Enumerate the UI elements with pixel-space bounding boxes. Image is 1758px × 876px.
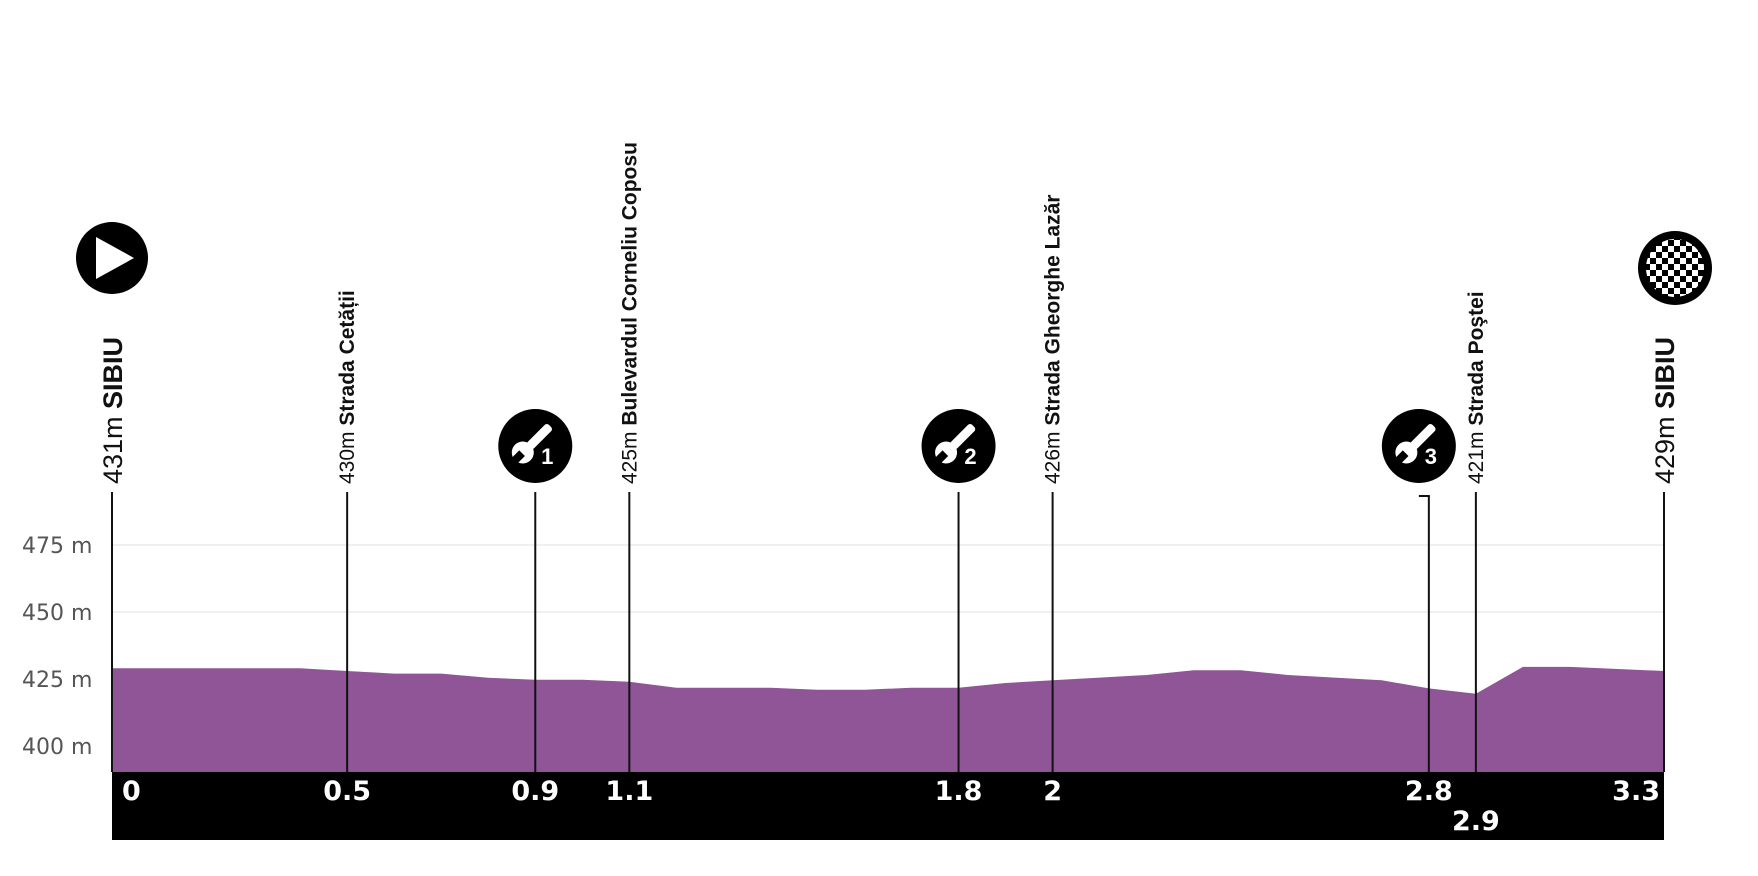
play-icon [76, 222, 148, 294]
waypoint-label: 425m Bulevardul Corneliu Coposu [618, 142, 641, 484]
y-axis: 400 m 425 m 450 m 475 m [22, 534, 92, 760]
wrench-icon: 1 [498, 409, 573, 483]
waypoint-name: SIBIU [1650, 337, 1680, 409]
waypoint-labels: 431m SIBIU 430m Strada Cetății 425m Buleva… [98, 142, 1680, 484]
waypoint-label: 431m SIBIU [98, 337, 128, 484]
tech-zone-number: 1 [541, 444, 553, 469]
waypoint-name: Strada Gheorghe Lazăr [1042, 195, 1065, 426]
wrench-handle [950, 424, 976, 450]
waypoint-name: Bulevardul Corneliu Coposu [618, 142, 641, 426]
km-marker-label: 2.9 [1452, 806, 1500, 837]
waypoint-altitude: 431m [98, 409, 128, 484]
waypoint-altitude: 430m [336, 426, 359, 484]
km-marker-label: 3.3 [1612, 776, 1660, 807]
play-triangle [96, 237, 134, 279]
y-tick-label: 450 m [22, 601, 92, 626]
distance-bar: 0 0.5 0.9 1.1 1.8 2 2.82.9 3.3 [112, 772, 1664, 840]
wrench-jaw [934, 450, 949, 465]
waypoint-label: 426m Strada Gheorghe Lazăr [1042, 195, 1065, 484]
km-marker-label: 2 [1043, 776, 1062, 807]
wrench-shape [1394, 424, 1436, 465]
stage-icons: 1 2 3 [76, 222, 1712, 483]
waypoint-altitude: 429m [1650, 409, 1680, 484]
waypoint-name: Strada Cetății [336, 290, 359, 425]
distance-bar-background [112, 772, 1664, 840]
wrench-icon: 3 [1381, 409, 1456, 483]
km-marker-label: 0.5 [323, 776, 371, 807]
waypoint-altitude: 425m [618, 426, 641, 484]
wrench-icon: 2 [921, 409, 996, 483]
tech-zone-number: 3 [1425, 444, 1437, 469]
waypoint-altitude: 421m [1465, 426, 1488, 484]
waypoint-name: SIBIU [98, 337, 128, 409]
km-marker-label: 0 [122, 776, 141, 807]
checkered-flag-icon [1638, 231, 1712, 305]
grid-lines [112, 544, 1664, 613]
waypoint-altitude: 426m [1042, 426, 1065, 484]
wrench-shape [934, 424, 976, 465]
y-tick-label: 425 m [22, 668, 92, 693]
waypoint-label: 421m Strada Poştei [1465, 291, 1488, 484]
wrench-jaw [1394, 450, 1409, 465]
waypoint-label: 430m Strada Cetății [336, 290, 359, 484]
checker-pattern [1646, 239, 1704, 297]
waypoint-lines [111, 492, 1665, 772]
elevation-area [112, 666, 1664, 772]
waypoint-name: Strada Poştei [1465, 291, 1488, 425]
wrench-jaw [510, 450, 525, 465]
y-tick-label: 400 m [22, 735, 92, 760]
tech-zone-number: 2 [964, 444, 976, 469]
elevation-profile-area [112, 666, 1664, 772]
wrench-handle [526, 424, 552, 450]
km-marker-label: 2.8 [1405, 776, 1453, 807]
waypoint-label: 429m SIBIU [1650, 337, 1680, 484]
km-marker-label: 1.1 [605, 776, 653, 807]
km-marker-label: 1.8 [935, 776, 983, 807]
y-tick-label: 475 m [22, 534, 92, 559]
wrench-shape [510, 424, 552, 465]
km-marker-label: 0.9 [511, 776, 559, 807]
wrench-handle [1410, 424, 1436, 450]
